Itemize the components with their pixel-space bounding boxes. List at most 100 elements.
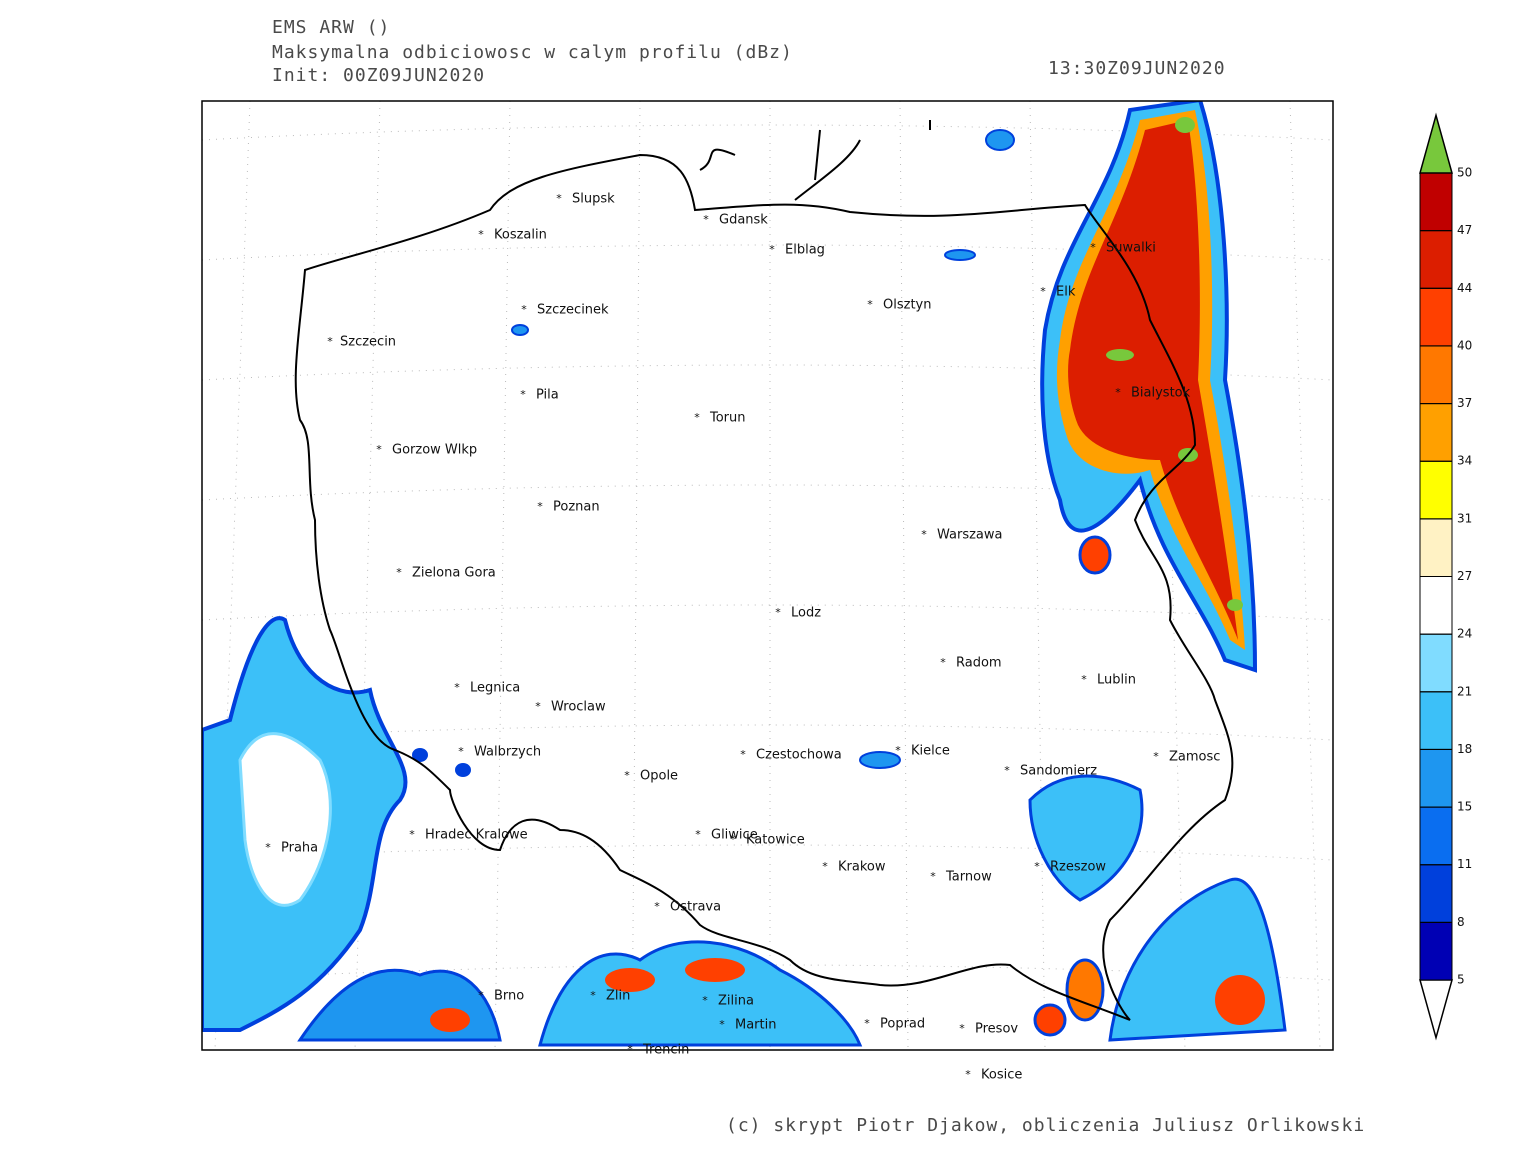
- colorbar-bin: [1419, 806, 1453, 866]
- colorbar-bin: [1419, 230, 1453, 289]
- city-label: Presov: [975, 1022, 1018, 1037]
- city-label: Rzeszow: [1050, 860, 1106, 875]
- coast: [699, 120, 931, 201]
- city-label: Olsztyn: [883, 298, 931, 313]
- colorbar-bin: [1419, 921, 1453, 981]
- city-label: Radom: [956, 656, 1002, 671]
- city-marker: *: [537, 500, 543, 513]
- valid-time: 13:30Z09JUN2020: [1048, 58, 1226, 79]
- city-label: Gliwice: [711, 828, 758, 843]
- city-marker: *: [265, 841, 271, 854]
- map-area: [202, 101, 1333, 1050]
- city-label: Ostrava: [670, 900, 721, 915]
- colorbar-bin: [1419, 864, 1453, 923]
- colorbar-bin: [1419, 287, 1453, 347]
- city-marker: *: [959, 1022, 965, 1035]
- city-marker: *: [376, 443, 382, 456]
- city-label: Martin: [735, 1018, 776, 1033]
- city-label: Elblag: [785, 243, 825, 258]
- city-label: Szczecin: [340, 335, 396, 350]
- city-label: Wroclaw: [551, 700, 606, 715]
- city-label: Warszawa: [937, 528, 1003, 543]
- colorbar-label: 34: [1457, 454, 1472, 468]
- colorbar-bin: [1419, 460, 1453, 520]
- city-label: Legnica: [470, 681, 520, 696]
- colorbar-label: 24: [1457, 627, 1472, 641]
- city-marker: *: [556, 192, 562, 205]
- colorbar-bin: [1419, 633, 1453, 693]
- city-marker: *: [535, 700, 541, 713]
- city-label: Poprad: [880, 1017, 925, 1032]
- city-marker: *: [409, 828, 415, 841]
- city-label: Brno: [494, 989, 524, 1004]
- colorbar-label: 11: [1457, 857, 1472, 871]
- city-label: Poznan: [553, 500, 600, 515]
- city-label: Sandomierz: [1020, 764, 1097, 779]
- city-marker: *: [940, 656, 946, 669]
- city-marker: *: [1115, 386, 1121, 399]
- colorbar-bin: [1419, 576, 1453, 635]
- city-label: Krakow: [838, 860, 886, 875]
- city-label: Kosice: [981, 1068, 1022, 1083]
- city-marker: *: [703, 213, 709, 226]
- colorbar-label: 50: [1457, 166, 1472, 180]
- city-marker: *: [864, 1017, 870, 1030]
- city-marker: *: [454, 681, 460, 694]
- city-marker: *: [1004, 764, 1010, 777]
- city-label: Czestochowa: [756, 748, 842, 763]
- title-line: Maksymalna odbiciowosc w calym profilu (…: [272, 42, 793, 63]
- colorbar-bin: [1419, 518, 1453, 577]
- colorbar-label: 5: [1457, 973, 1465, 987]
- city-marker: *: [921, 528, 927, 541]
- city-marker: *: [965, 1068, 971, 1081]
- city-marker: *: [867, 298, 873, 311]
- colorbar-label: 44: [1457, 281, 1472, 295]
- city-marker: *: [1040, 285, 1046, 298]
- map-frame: [201, 100, 1334, 1051]
- colorbar-bin: [1419, 691, 1453, 750]
- graticule: [202, 101, 1333, 1050]
- city-label: Koszalin: [494, 228, 547, 243]
- city-label: Lodz: [791, 606, 821, 621]
- city-marker: *: [478, 228, 484, 241]
- city-labels: * Slupsk * Koszalin * Gdansk * Elblag * Suwal…: [265, 192, 1220, 1083]
- city-label: Zlin: [606, 989, 630, 1004]
- colorbar-label: 37: [1457, 396, 1472, 410]
- city-marker: *: [775, 606, 781, 619]
- city-marker: *: [695, 828, 701, 841]
- city-marker: *: [624, 769, 630, 782]
- colorbar-over: [1419, 112, 1453, 174]
- city-label: Walbrzych: [474, 745, 541, 760]
- city-label: Zamosc: [1169, 750, 1220, 765]
- city-marker: *: [822, 860, 828, 873]
- city-marker: *: [740, 748, 746, 761]
- city-label: Lublin: [1097, 673, 1136, 688]
- city-label: Zielona Gora: [412, 566, 496, 581]
- city-label: Praha: [281, 841, 318, 856]
- city-label: Bialystok: [1131, 386, 1191, 401]
- city-marker: *: [521, 303, 527, 316]
- city-label: Kielce: [911, 744, 950, 759]
- city-marker: *: [1153, 750, 1159, 763]
- colorbar: 5 8 11 15 18 21 24 27 31 34 37 40 44 47 50: [1419, 112, 1472, 1041]
- colorbar-label: 47: [1457, 223, 1472, 237]
- city-label: Katowice: [746, 833, 805, 848]
- city-label: Gdansk: [719, 213, 768, 228]
- city-marker: *: [396, 566, 402, 579]
- colorbar-label: 40: [1457, 338, 1472, 352]
- city-label: Tarnow: [945, 870, 992, 885]
- city-label: Pila: [536, 388, 559, 403]
- city-marker: *: [1090, 241, 1096, 254]
- country-border: [294, 153, 1234, 1021]
- title-line: Init: 00Z09JUN2020: [272, 65, 485, 86]
- city-label: Szczecinek: [537, 303, 609, 318]
- city-label: Opole: [640, 769, 678, 784]
- colorbar-bin: [1419, 345, 1453, 405]
- city-marker: *: [654, 900, 660, 913]
- colorbar-bin: [1419, 403, 1453, 462]
- colorbar-label: 8: [1457, 915, 1465, 929]
- city-label: Torun: [709, 411, 746, 426]
- city-label: Gorzow Wlkp: [392, 443, 477, 458]
